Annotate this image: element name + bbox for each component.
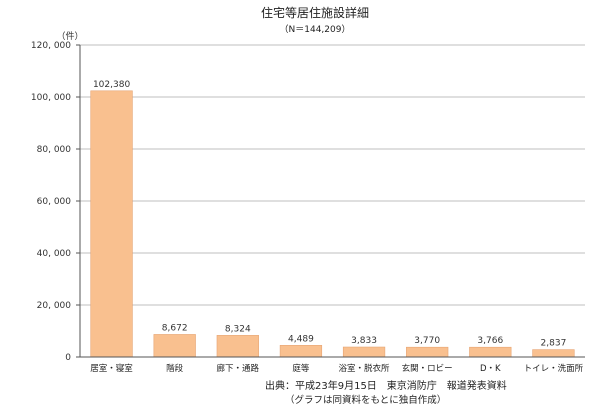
data-labels: 102,380 8,672 8,324 4,489 3,833 3,770 3,766 2,8… (93, 80, 566, 349)
gridlines (80, 44, 585, 306)
y-tick-label: 40, 000 (37, 249, 72, 259)
y-tick-label: 20, 000 (37, 301, 72, 311)
data-label: 3,770 (414, 336, 440, 346)
source-text: 出典：平成23年9月15日 東京消防庁 報道発表資料 (265, 379, 507, 392)
y-axis-unit: （件） (56, 30, 83, 42)
bar (532, 349, 575, 358)
bars (90, 90, 575, 358)
x-category-label: 庭等 (292, 363, 310, 374)
y-tick-label: 80, 000 (37, 145, 72, 155)
bar (279, 345, 323, 358)
y-tick-label: 60, 000 (37, 197, 72, 207)
y-tick-label: 120, 000 (31, 41, 71, 51)
data-label: 3,833 (351, 336, 377, 346)
y-tick-label: 0 (65, 353, 71, 363)
bar (153, 334, 196, 358)
bar (469, 346, 512, 358)
x-category-label: 浴室・脱衣所 (339, 363, 391, 374)
bar (216, 335, 259, 358)
bar (342, 346, 386, 358)
chart-title: 住宅等居住施設詳細 (261, 5, 369, 20)
x-category-label: 玄関・ロビー (402, 363, 453, 374)
data-label: 8,324 (225, 324, 251, 334)
data-label: 4,489 (288, 334, 314, 344)
data-label: 8,672 (162, 323, 188, 333)
x-category-label: トイレ・洗面所 (524, 363, 584, 374)
x-axis-categories: 居室・寝室 階段 廊下・通路 庭等 浴室・脱衣所 玄関・ロビー D・K トイレ・洗面所 (90, 363, 583, 374)
data-label: 3,766 (477, 336, 503, 346)
chart-subtitle: （N＝144,209） (280, 24, 351, 35)
y-axis-ticks: 0 20, 000 40, 000 60, 000 80, 000 100, 000 120… (31, 41, 80, 363)
data-label: 2,837 (541, 339, 567, 349)
x-category-label: 階段 (166, 363, 184, 374)
bar (90, 90, 133, 358)
data-label: 102,380 (93, 80, 130, 90)
note-text: （グラフは同資料をもとに独自作成） (285, 394, 446, 406)
y-tick-label: 100, 000 (31, 93, 71, 103)
bar (406, 346, 449, 358)
x-category-label: D・K (480, 364, 501, 374)
x-category-label: 居室・寝室 (90, 363, 133, 374)
x-category-label: 廊下・通路 (217, 363, 260, 374)
